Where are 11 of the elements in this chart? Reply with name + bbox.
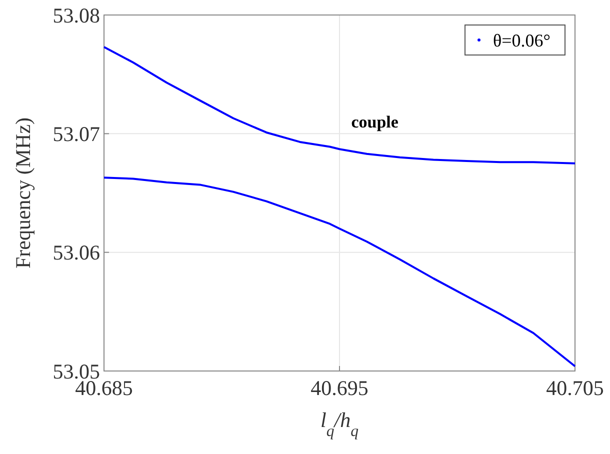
x-tick-label: 40.705 — [546, 376, 604, 400]
y-tick-label: 53.06 — [52, 240, 100, 265]
y-axis-title: Frequency (MHz) — [11, 117, 35, 269]
annotation: couple — [351, 112, 399, 132]
y-tick-label: 53.08 — [52, 3, 100, 28]
line-series — [103, 176, 576, 368]
y-tick-label: 53.07 — [52, 122, 100, 146]
x-tick-label: 40.695 — [310, 376, 368, 400]
line-series — [103, 46, 576, 164]
x-axis-title: l$_{q}$/h$_{q}$ — [320, 408, 359, 440]
legend-label: θ=0.06° — [493, 30, 550, 50]
